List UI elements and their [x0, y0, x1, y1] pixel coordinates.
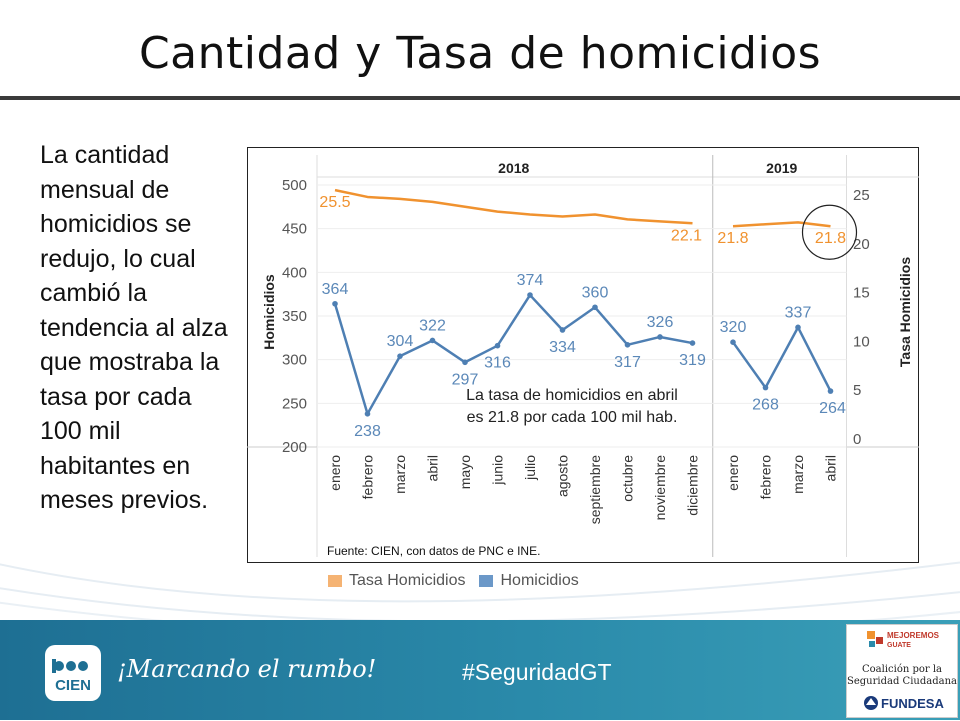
series-line-homicidios-2019 [731, 326, 832, 392]
annotation-text: La tasa de homicidios en abril es 21.8 po… [466, 387, 678, 426]
highlight-circle [801, 204, 858, 260]
y-axis-title: Homicidios [261, 274, 277, 350]
tasa-data-label: 22.1 [671, 227, 702, 244]
left-tick-label: 300 [282, 352, 307, 369]
left-tick-label: 350 [282, 308, 307, 325]
left-tick-label: 200 [282, 439, 307, 456]
homicidios-point [527, 292, 533, 298]
series-line-tasa-2019 [732, 221, 831, 228]
legend-label-tasa: Tasa Homicidios [349, 572, 466, 589]
partner-logos: MEJOREMOS GUATE Coalición por la Segurid… [846, 624, 958, 718]
hashtag[interactable]: #SeguridadGT [462, 659, 612, 685]
homicidios-point [827, 388, 834, 394]
slogan: ¡Marcando el rumbo! [117, 655, 377, 683]
homicidios-point [795, 324, 801, 331]
month-label: noviembre [652, 455, 668, 521]
homicidios-point [429, 337, 436, 344]
right-tick-label: 20 [853, 236, 870, 253]
left-tick-label: 400 [282, 264, 307, 281]
homicidios-data-label: 297 [452, 371, 479, 388]
cien-logo[interactable]: CIEN [45, 645, 101, 701]
month-label: septiembre [587, 455, 603, 524]
right-tick-label: 15 [853, 285, 870, 302]
legend-label-homicidios: Homicidios [500, 572, 579, 589]
right-tick-label: 5 [853, 382, 861, 399]
right-tick-label: 0 [853, 431, 861, 448]
page-title: Cantidad y Tasa de homicidios [138, 28, 822, 79]
month-label: abril [823, 455, 839, 481]
homicidios-data-label: 360 [582, 284, 609, 301]
summary-text: La cantidad mensual de homicidios se red… [40, 141, 228, 514]
tasa-data-label: 21.8 [717, 230, 748, 247]
month-label: julio [522, 455, 538, 481]
month-label: mayo [457, 455, 473, 489]
homicidios-data-label: 334 [549, 339, 576, 356]
month-label: enero [725, 455, 741, 491]
series-line-homicidios-2018 [333, 293, 693, 416]
y2-axis-title: Tasa Homicidios [897, 257, 913, 367]
homicidios-data-label: 317 [614, 354, 641, 371]
homicidios-point [397, 353, 403, 359]
legend-item-tasa[interactable]: Tasa Homicidios [328, 572, 465, 590]
coalition-line2: Seguridad Ciudadana [847, 676, 957, 687]
legend-swatch-homicidios [479, 575, 494, 587]
partner-brand-bottom: GUATE [887, 642, 911, 649]
homicidios-data-label: 316 [484, 355, 511, 372]
homicidios-data-label: 238 [354, 423, 381, 440]
month-label: enero [327, 455, 343, 491]
month-label: febrero [758, 455, 774, 500]
coalition-line1: Coalición por la [862, 664, 942, 675]
month-label: agosto [555, 455, 571, 497]
legend-item-homicidios[interactable]: Homicidios [479, 572, 579, 590]
series-line-tasa-2018 [334, 188, 693, 225]
month-label: octubre [620, 455, 636, 502]
homicidios-point [364, 411, 371, 417]
left-tick-label: 500 [282, 177, 307, 194]
homicidios-data-label: 374 [517, 272, 544, 289]
month-label: junio [490, 455, 506, 486]
month-label: abril [425, 455, 441, 481]
year-label-2019: 2019 [766, 160, 797, 176]
homicidios-point [462, 359, 468, 366]
homicidios-point [624, 342, 631, 348]
homicidios-data-label: 304 [387, 333, 414, 350]
footer-banner [0, 620, 960, 720]
homicidios-data-label: 319 [679, 352, 706, 369]
right-tick-label: 25 [853, 187, 870, 204]
right-tick-label: 10 [853, 333, 870, 350]
homicidios-point [494, 342, 501, 349]
homicidios-data-label: 322 [419, 317, 446, 334]
homicidios-point [592, 304, 598, 311]
homicidios-point [689, 340, 696, 346]
homicidios-data-label: 337 [785, 304, 812, 321]
source-note: Fuente: CIEN, con datos de PNC e INE. [327, 544, 540, 558]
month-label: diciembre [685, 455, 701, 516]
tasa-data-label: 25.5 [319, 194, 350, 211]
homicidios-point [332, 300, 338, 307]
left-tick-label: 250 [282, 395, 307, 412]
logo-text: CIEN [55, 677, 91, 694]
left-tick-label: 450 [282, 221, 307, 238]
partner-brand-top: MEJOREMOS [887, 631, 940, 640]
month-label: marzo [790, 455, 806, 494]
homicidios-data-label: 264 [819, 400, 846, 417]
homicidios-point [762, 384, 769, 391]
legend-swatch-tasa [328, 575, 342, 587]
homicides-chart: 2018 2019 200 250 300 350 400 450 500 0 5 10 15 20 25 H… [247, 155, 919, 558]
title-divider [0, 96, 960, 100]
tasa-data-label: 21.8 [815, 230, 846, 247]
homicidios-data-label: 268 [752, 397, 779, 414]
homicidios-point [559, 327, 566, 333]
homicidios-point [730, 339, 736, 345]
year-label-2018: 2018 [498, 160, 529, 176]
homicidios-data-label: 326 [647, 314, 674, 331]
month-label: marzo [392, 455, 408, 494]
chart-legend: Tasa Homicidios Homicidios [328, 570, 593, 592]
homicidios-point [657, 334, 663, 340]
homicidios-data-label: 364 [322, 281, 349, 298]
fundesa-text: FUNDESA [881, 696, 944, 711]
homicidios-data-label: 320 [720, 319, 747, 336]
month-label: febrero [360, 455, 376, 500]
